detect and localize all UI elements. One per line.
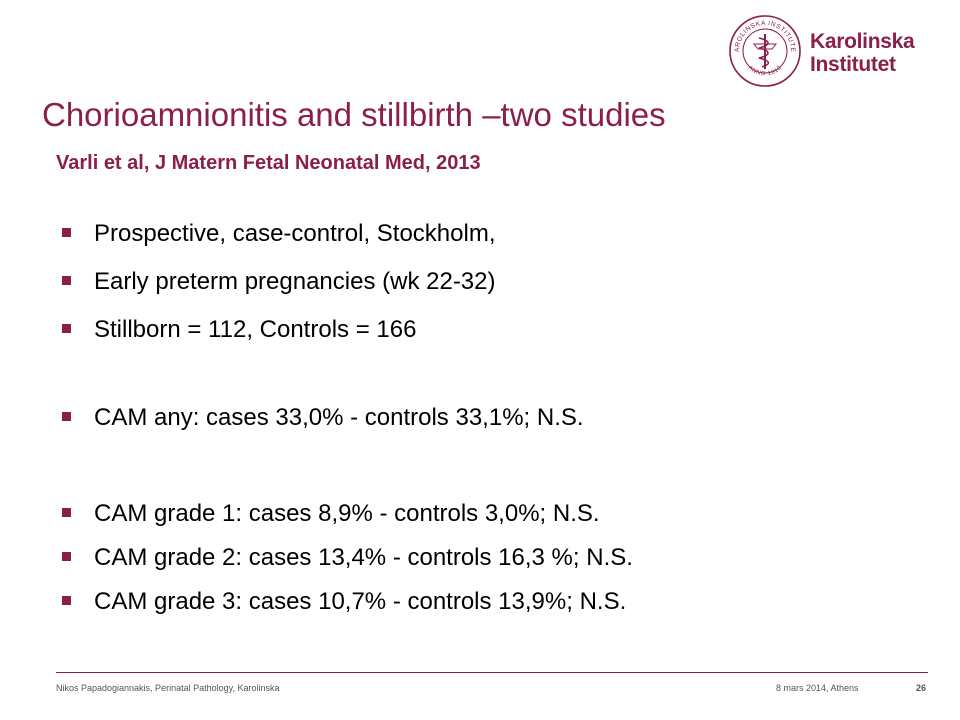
square-bullet-icon bbox=[62, 508, 71, 518]
square-bullet-icon bbox=[62, 276, 71, 286]
square-bullet-icon bbox=[62, 412, 71, 422]
logo-line-1: Karolinska bbox=[810, 30, 915, 53]
slide-subtitle: Varli et al, J Matern Fetal Neonatal Med… bbox=[56, 152, 481, 174]
bullet-text: CAM any: cases 33,0% - controls 33,1%; N… bbox=[94, 404, 584, 431]
page-number: 26 bbox=[916, 683, 927, 693]
logo-line-2: Institutet bbox=[810, 53, 896, 76]
bullet-item: CAM grade 2: cases 13,4% - controls 16,3… bbox=[62, 544, 633, 572]
bullet-text: Stillborn = 112, Controls = 166 bbox=[94, 316, 417, 343]
logo-wordmark: Karolinska Institutet bbox=[810, 30, 915, 76]
bullet-item: CAM any: cases 33,0% - controls 33,1%; N… bbox=[62, 404, 584, 432]
bullet-item: Early preterm pregnancies (wk 22-32) bbox=[62, 268, 496, 296]
square-bullet-icon bbox=[62, 552, 71, 562]
bullet-text: Early preterm pregnancies (wk 22-32) bbox=[94, 268, 496, 295]
footer-author: Nikos Papadogiannakis, Perinatal Patholo… bbox=[56, 683, 280, 693]
bullet-item: Prospective, case-control, Stockholm, bbox=[62, 220, 496, 248]
footer-divider bbox=[56, 672, 928, 673]
slide-title: Chorioamnionitis and stillbirth –two stu… bbox=[42, 96, 666, 133]
square-bullet-icon bbox=[62, 228, 71, 238]
bullet-text: CAM grade 1: cases 8,9% - controls 3,0%;… bbox=[94, 500, 600, 527]
bullet-item: CAM grade 1: cases 8,9% - controls 3,0%;… bbox=[62, 500, 600, 528]
footer-date: 8 mars 2014, Athens bbox=[776, 683, 859, 693]
bullet-text: CAM grade 2: cases 13,4% - controls 16,3… bbox=[94, 544, 633, 571]
karolinska-seal-icon: KAROLINSKA INSTITUTET ANNO 1810 bbox=[728, 14, 801, 87]
bullet-text: Prospective, case-control, Stockholm, bbox=[94, 220, 496, 247]
square-bullet-icon bbox=[62, 596, 71, 606]
bullet-text: CAM grade 3: cases 10,7% - controls 13,9… bbox=[94, 588, 627, 615]
bullet-item: CAM grade 3: cases 10,7% - controls 13,9… bbox=[62, 588, 626, 616]
bullet-item: Stillborn = 112, Controls = 166 bbox=[62, 316, 416, 344]
square-bullet-icon bbox=[62, 324, 71, 334]
karolinska-logo: KAROLINSKA INSTITUTET ANNO 1810 Karolins… bbox=[728, 14, 928, 88]
